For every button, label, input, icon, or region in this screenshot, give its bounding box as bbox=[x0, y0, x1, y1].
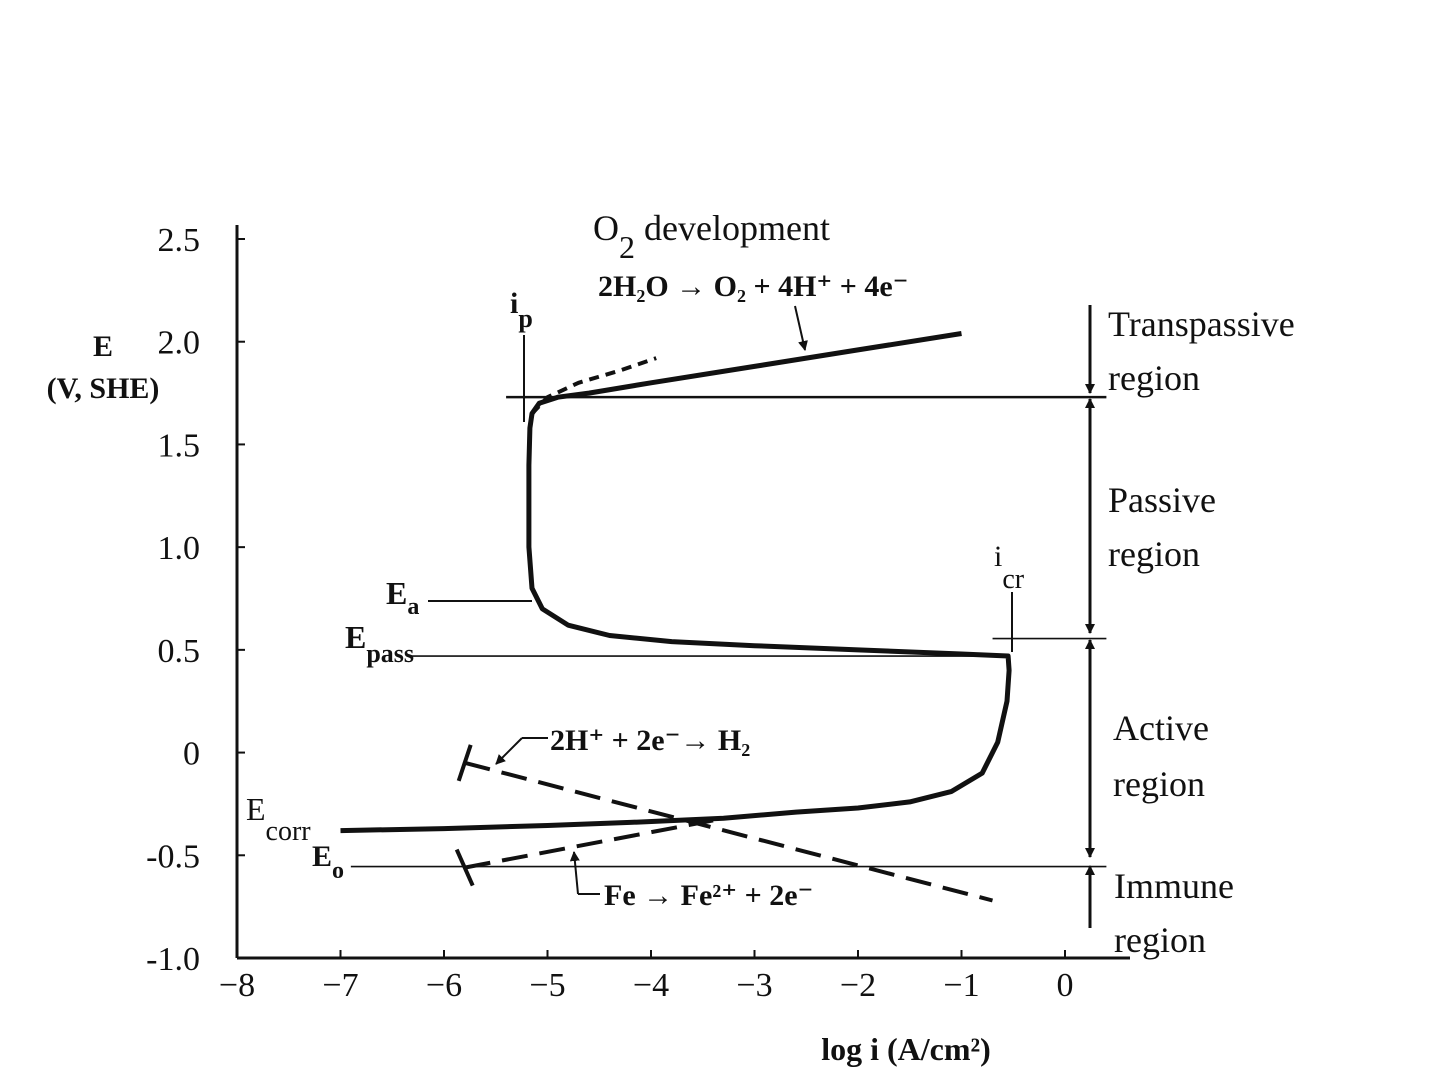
y-tick-label: 0.5 bbox=[158, 633, 201, 670]
iron-endcap bbox=[454, 848, 475, 887]
region-transpassive-line2: region bbox=[1108, 358, 1200, 398]
epass-sub: pass bbox=[366, 639, 414, 668]
y-tick-label: 0 bbox=[183, 736, 200, 773]
epass-label: Epass bbox=[345, 619, 414, 668]
series-iron-dashed bbox=[464, 818, 714, 870]
y-tick-label: 2.0 bbox=[158, 325, 201, 362]
fe-reaction-label: Fe → Fe²⁺ + 2e⁻ bbox=[604, 879, 813, 912]
x-tick-label: −4 bbox=[633, 967, 669, 1004]
ip-sub: p bbox=[518, 304, 532, 333]
x-tick-label: −5 bbox=[529, 967, 565, 1004]
region-active-line1: Active bbox=[1113, 708, 1209, 748]
ea-label: Ea bbox=[386, 575, 419, 620]
y-tick-label: 1.5 bbox=[158, 427, 201, 464]
y-tick-label: 2.5 bbox=[158, 222, 201, 259]
o2-development-label: O2 development bbox=[593, 208, 830, 265]
x-tick-label: −7 bbox=[322, 967, 358, 1004]
icr-label: icr bbox=[994, 540, 1025, 595]
series-oxygen-dashed bbox=[530, 356, 657, 415]
fe-pointer bbox=[569, 851, 580, 895]
ea-main: E bbox=[386, 575, 407, 611]
ecorr-main: E bbox=[246, 791, 266, 827]
series-group bbox=[340, 331, 1012, 903]
region-transpassive-line1: Transpassive bbox=[1108, 304, 1295, 344]
eo-sub: o bbox=[332, 858, 344, 884]
y-axis-label-line1: E bbox=[93, 330, 113, 363]
series-polarization bbox=[340, 331, 1012, 834]
ip-label: ip bbox=[510, 287, 533, 333]
y-tick-label: -1.0 bbox=[146, 941, 200, 978]
y-axis-label-line2: (V, SHE) bbox=[47, 372, 160, 405]
reference-lines bbox=[350, 395, 1107, 868]
x-tick-label: −3 bbox=[736, 967, 772, 1004]
region-immune-line1: Immune bbox=[1114, 866, 1234, 906]
region-passive-line1: Passive bbox=[1108, 480, 1216, 520]
x-axis-label: log i (A/cm²) bbox=[821, 1031, 991, 1067]
ea-sub: a bbox=[407, 594, 419, 620]
y-tick-label: 1.0 bbox=[158, 530, 201, 567]
ecorr-label: Ecorr bbox=[246, 791, 311, 847]
hydrogen-endcap bbox=[456, 744, 473, 782]
x-tick-label: −6 bbox=[426, 967, 462, 1004]
o2-development-rest: development bbox=[635, 208, 830, 248]
h2-pointer bbox=[495, 737, 523, 765]
series-hydrogen-dashed bbox=[464, 760, 994, 903]
x-tick-label: −8 bbox=[219, 967, 255, 1004]
region-immune-line2: region bbox=[1114, 920, 1206, 960]
icr-main: i bbox=[994, 540, 1002, 573]
ecorr-sub: corr bbox=[266, 816, 312, 847]
x-tick-label: −1 bbox=[943, 967, 979, 1004]
x-tick-label: −2 bbox=[840, 967, 876, 1004]
h2-reaction-label: 2H⁺ + 2e⁻→ H₂ bbox=[550, 724, 750, 757]
o2-reaction-pointer bbox=[794, 305, 808, 351]
epass-main: E bbox=[345, 619, 366, 655]
y-tick-label: -0.5 bbox=[146, 838, 200, 875]
o2-development-main: O bbox=[593, 208, 619, 248]
o2-development-sub: 2 bbox=[619, 229, 635, 265]
o2-reaction-label: 2H₂O → O₂ + 4H⁺ + 4e⁻ bbox=[598, 270, 909, 303]
ip-main: i bbox=[510, 287, 518, 320]
axes: −8 −7 −6 −5 −4 −3 −2 −1 0 2.5 2.0 1.5 1.0 0.5 0 -0.5 -1.… bbox=[146, 222, 1130, 1004]
eo-main: E bbox=[312, 840, 332, 873]
x-tick-label: 0 bbox=[1057, 967, 1074, 1004]
icr-sub: cr bbox=[1002, 564, 1024, 595]
region-active-line2: region bbox=[1113, 764, 1205, 804]
eo-label: Eo bbox=[312, 840, 344, 884]
region-passive-line2: region bbox=[1108, 534, 1200, 574]
